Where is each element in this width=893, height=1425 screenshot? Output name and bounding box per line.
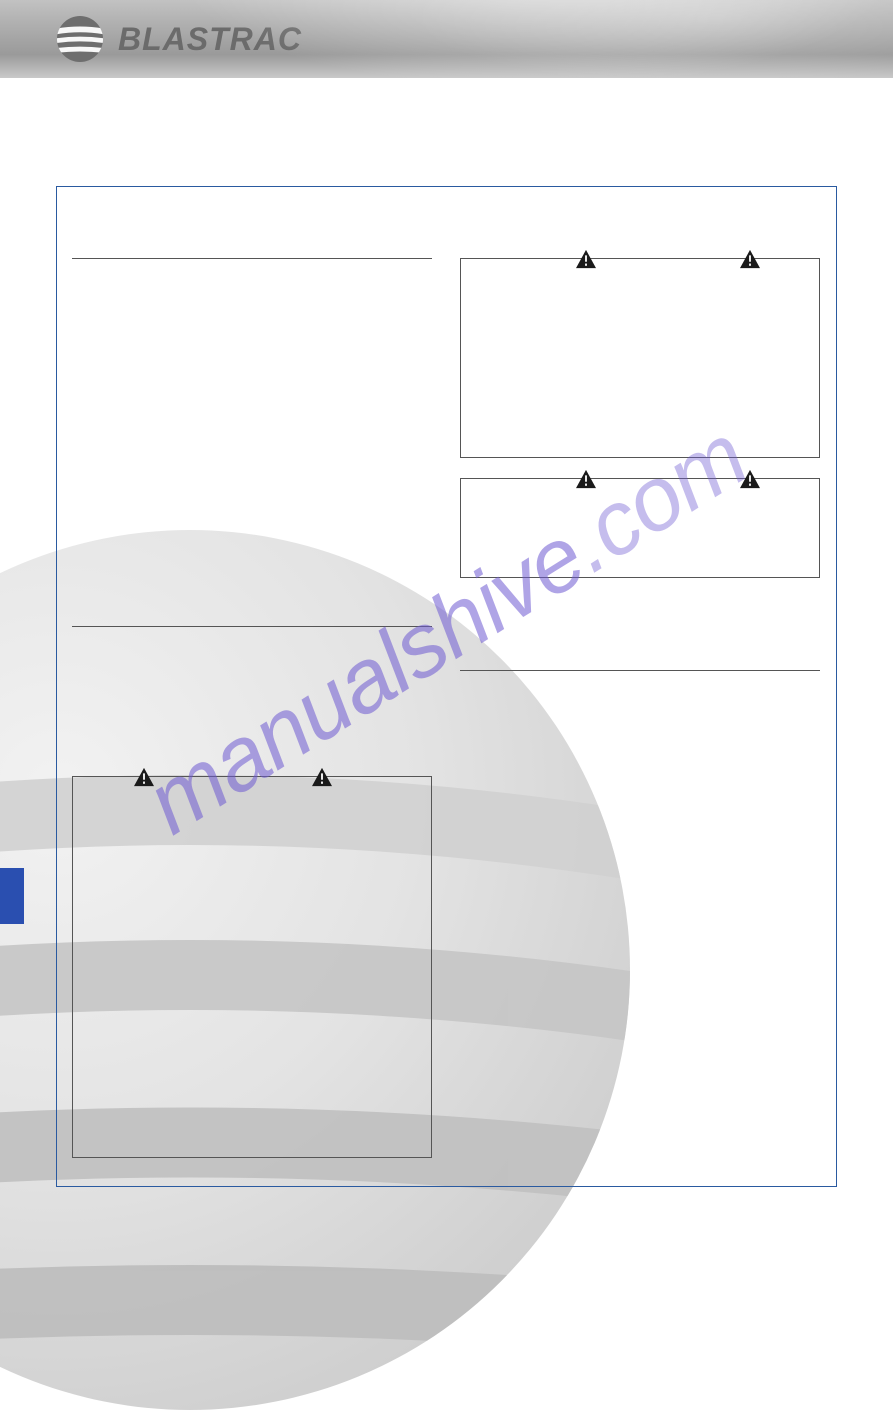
globe-logo-icon [56,15,104,63]
header-band: BLASTRAC [0,0,893,78]
warning-box [460,258,820,458]
warning-icon [739,469,761,489]
brand-name: BLASTRAC [118,21,302,58]
logo: BLASTRAC [56,15,302,63]
warning-box [460,478,820,578]
warning-icon [133,767,155,787]
warning-icon [575,469,597,489]
warning-icon [575,249,597,269]
warning-icon [739,249,761,269]
warning-box [72,776,432,1158]
page-tab [0,868,24,924]
warning-icon [311,767,333,787]
